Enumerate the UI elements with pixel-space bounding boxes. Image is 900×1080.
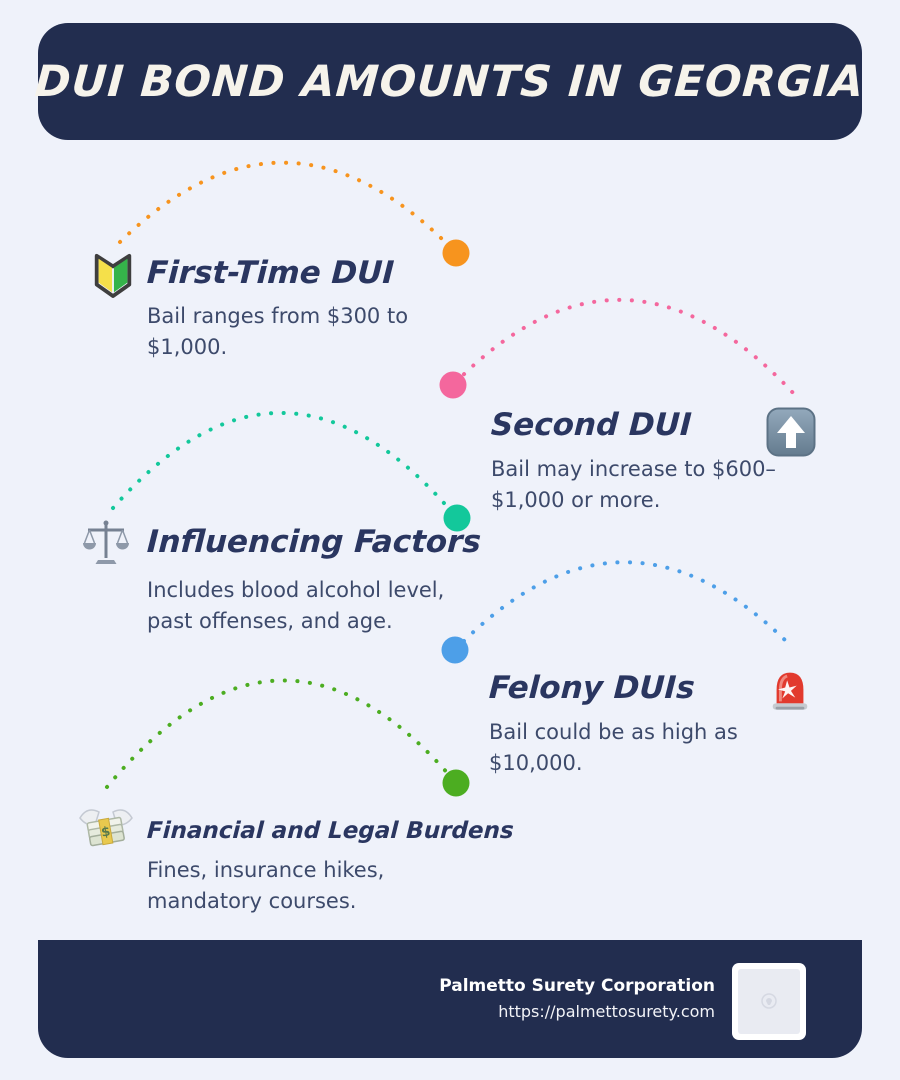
section-title-influencing-factors: Influencing Factors [146, 524, 482, 560]
up-arrow-button-icon [766, 407, 816, 461]
page-title: DUI BOND AMOUNTS IN GEORGIA [33, 56, 867, 107]
node-dot-felony-duis [441, 636, 469, 664]
section-title-second-dui: Second DUI [490, 407, 693, 443]
svg-text:$: $ [100, 824, 112, 840]
beginner-badge-icon [90, 250, 136, 304]
section-title-financial-burdens: Financial and Legal Burdens [146, 818, 515, 844]
node-dot-financial-burdens [442, 769, 470, 797]
section-body-first-time-dui: Bail ranges from $300 to $1,000. [147, 304, 409, 359]
header-banner: DUI BOND AMOUNTS IN GEORGIA [34, 23, 866, 140]
arc-second-dui [453, 298, 797, 397]
section-body-financial-burdens: Fines, insurance hikes, mandatory course… [147, 858, 385, 913]
arc-first-time-dui [118, 160, 458, 255]
balance-scale-icon [82, 516, 130, 570]
company-logo-placeholder-icon [738, 969, 800, 1034]
siren-icon [767, 663, 813, 717]
money-with-wings-icon: $ [78, 803, 134, 857]
section-body-second-dui: Bail may increase to $600– $1,000 or mor… [491, 457, 776, 512]
section-title-first-time-dui: First-Time DUI [146, 255, 395, 291]
company-logo [732, 963, 806, 1040]
section-body-felony-duis: Bail could be as high as $10,000. [489, 720, 738, 775]
footer-company-name: Palmetto Surety Corporation [439, 976, 715, 996]
section-body-influencing-factors: Includes blood alcohol level, past offen… [147, 578, 445, 633]
footer-website-url: https://palmettosurety.com [498, 1002, 715, 1021]
footer-banner: Palmetto Surety Corporation https://palm… [38, 940, 862, 1058]
arc-influencing-factors [111, 411, 459, 520]
arc-financial-burdens [105, 678, 458, 789]
section-title-felony-duis: Felony DUIs [488, 670, 696, 706]
arc-felony-duis [453, 560, 792, 652]
node-dot-first-time-dui [442, 239, 470, 267]
node-dot-second-dui [439, 371, 467, 399]
